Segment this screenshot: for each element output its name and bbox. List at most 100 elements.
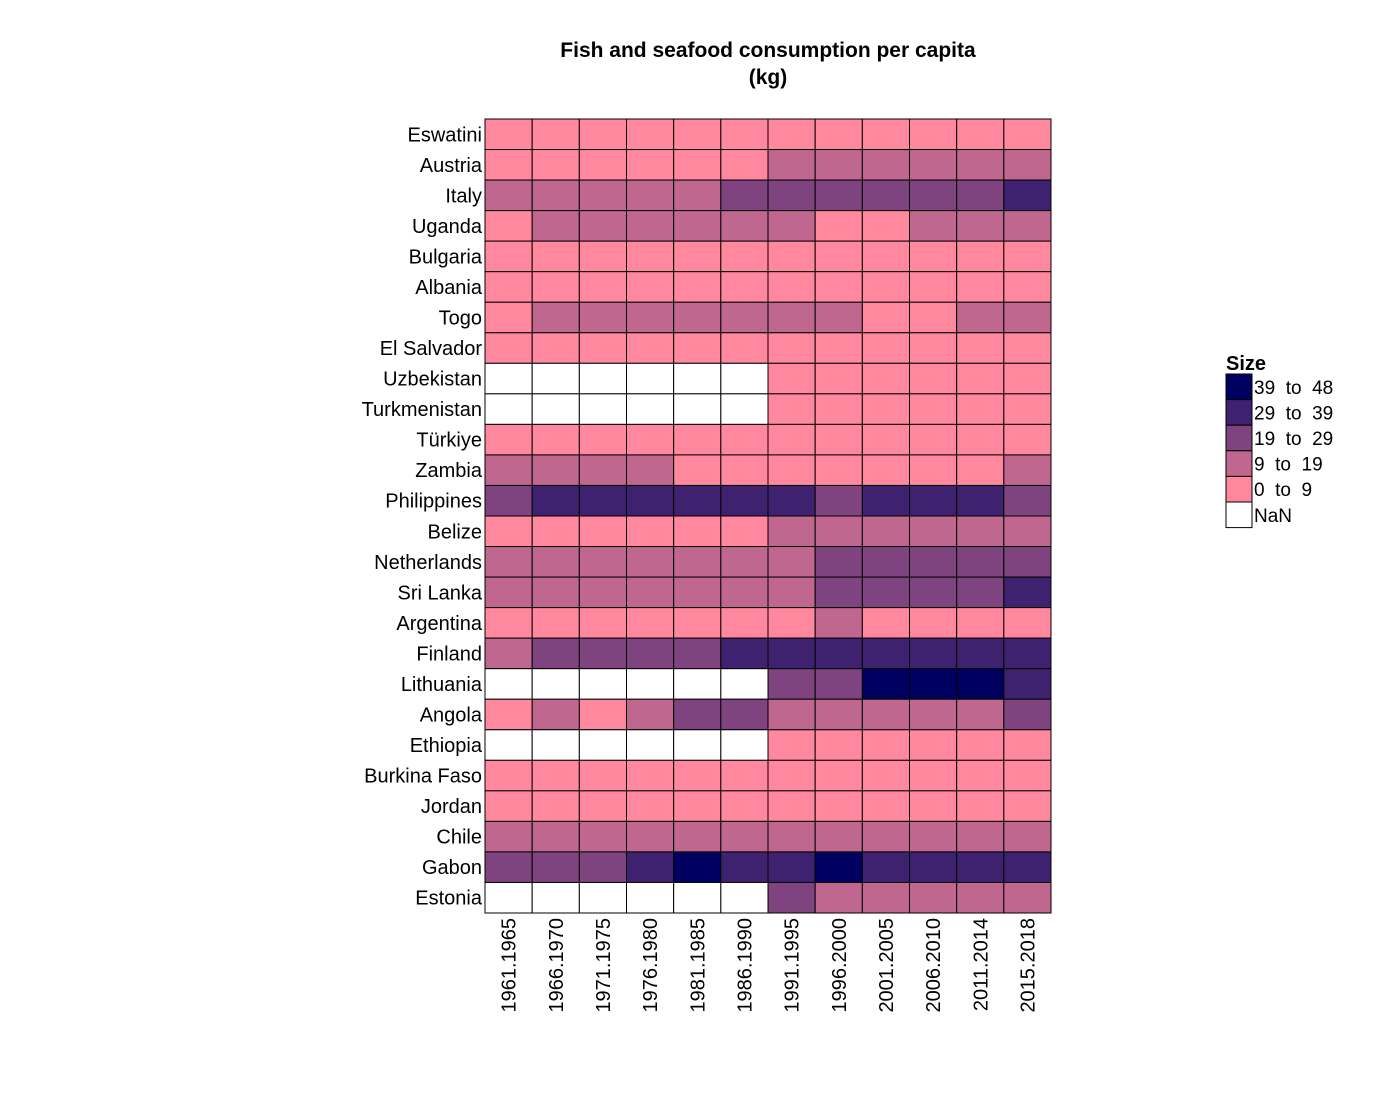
column-label: 1976.1980: [640, 918, 662, 1013]
heatmap-cell: [767, 698, 816, 731]
heatmap-cell: [484, 790, 533, 822]
column-label: 1996.2000: [829, 918, 851, 1013]
heatmap-cell: [814, 546, 863, 578]
heatmap-cell: [484, 179, 533, 212]
heatmap-cell: [1003, 301, 1052, 334]
heatmap-cell: [531, 179, 580, 212]
heatmap-cell: [578, 759, 628, 792]
legend-label: 19 to 29: [1254, 429, 1333, 450]
row-label: Jordan: [421, 796, 482, 818]
heatmap-cell: [673, 851, 722, 883]
heatmap-cell: [956, 271, 1005, 303]
heatmap-cell: [814, 698, 863, 731]
heatmap-cell: [720, 362, 769, 395]
legend-swatch: [1225, 501, 1253, 529]
column-label: 1971.1975: [593, 918, 615, 1013]
heatmap-cell: [578, 210, 628, 242]
column-label: 1966.1970: [546, 918, 568, 1013]
row-label: Argentina: [396, 613, 482, 635]
heatmap-cell: [531, 484, 580, 517]
heatmap-cell: [673, 210, 722, 242]
heatmap-cell: [861, 423, 911, 456]
row-label: Uganda: [412, 216, 483, 238]
heatmap-cell: [1003, 210, 1052, 242]
heatmap-cell: [956, 423, 1005, 456]
heatmap-cell: [1003, 454, 1052, 486]
heatmap-cell: [720, 668, 769, 700]
heatmap-cell: [1003, 240, 1052, 273]
heatmap-cell: [673, 179, 722, 212]
heatmap-cell: [626, 149, 675, 181]
heatmap-cell: [578, 240, 628, 273]
row-label: Zambia: [415, 460, 483, 482]
heatmap-cell: [1003, 820, 1052, 853]
heatmap-cell: [767, 790, 816, 822]
heatmap-cell: [1003, 393, 1052, 425]
heatmap-cell: [861, 179, 911, 212]
heatmap-cell: [861, 118, 911, 151]
row-label: Turkmenistan: [362, 399, 482, 421]
heatmap-cell: [531, 759, 580, 792]
heatmap-cell: [767, 210, 816, 242]
heatmap-cell: [578, 362, 628, 395]
heatmap-cell: [720, 729, 769, 761]
heatmap-cell: [861, 362, 911, 395]
heatmap-cell: [626, 546, 675, 578]
heatmap-cell: [909, 454, 958, 486]
heatmap-cell: [861, 820, 911, 853]
heatmap-cell: [578, 515, 628, 548]
heatmap-cell: [626, 790, 675, 822]
heatmap-cell: [720, 851, 769, 883]
heatmap-cell: [956, 698, 1005, 731]
heatmap-cell: [956, 301, 1005, 334]
heatmap-cell: [531, 820, 580, 853]
row-label: Chile: [436, 827, 482, 849]
legend-swatch: [1225, 373, 1253, 401]
heatmap-cell: [956, 851, 1005, 883]
heatmap-cell: [673, 423, 722, 456]
heatmap-cell: [767, 576, 816, 609]
heatmap-cell: [767, 240, 816, 273]
heatmap-cell: [861, 790, 911, 822]
heatmap-cell: [767, 484, 816, 517]
heatmap-cell: [814, 759, 863, 792]
heatmap-cell: [767, 851, 816, 883]
legend-swatch: [1225, 475, 1253, 503]
row-label: Lithuania: [401, 674, 483, 696]
heatmap-cell: [673, 484, 722, 517]
heatmap-cell: [767, 454, 816, 486]
heatmap-cell: [578, 820, 628, 853]
heatmap-cell: [626, 210, 675, 242]
row-label: Finland: [416, 643, 482, 665]
heatmap-cell: [531, 576, 580, 609]
row-labels: Eswatini Austria Italy Uganda Bulgaria Albani…: [362, 124, 483, 909]
heatmap-cell: [909, 851, 958, 883]
heatmap-cell: [531, 668, 580, 700]
heatmap-cell: [626, 851, 675, 883]
heatmap-cell: [578, 393, 628, 425]
heatmap-cell: [531, 698, 580, 731]
heatmap-cell: [956, 607, 1005, 639]
heatmap-cell: [626, 301, 675, 334]
heatmap-cell: [578, 668, 628, 700]
heatmap-cell: [909, 515, 958, 548]
heatmap-cell: [1003, 423, 1052, 456]
row-label: Gabon: [422, 857, 482, 879]
heatmap-cell: [531, 515, 580, 548]
heatmap-cell: [484, 454, 533, 486]
heatmap-cell: [767, 179, 816, 212]
heatmap-cell: [673, 362, 722, 395]
column-label: 2015.2018: [1017, 918, 1039, 1013]
heatmap-cell: [626, 698, 675, 731]
heatmap-cell: [578, 790, 628, 822]
heatmap-cell: [767, 332, 816, 364]
heatmap-cell: [531, 240, 580, 273]
heatmap-cell: [956, 576, 1005, 609]
heatmap-cell: [814, 515, 863, 548]
heatmap-cell: [531, 423, 580, 456]
heatmap-cell: [956, 820, 1005, 853]
heatmap-cell: [578, 607, 628, 639]
heatmap-cell: [673, 149, 722, 181]
column-label: 2001.2005: [876, 918, 898, 1013]
heatmap-cell: [673, 820, 722, 853]
